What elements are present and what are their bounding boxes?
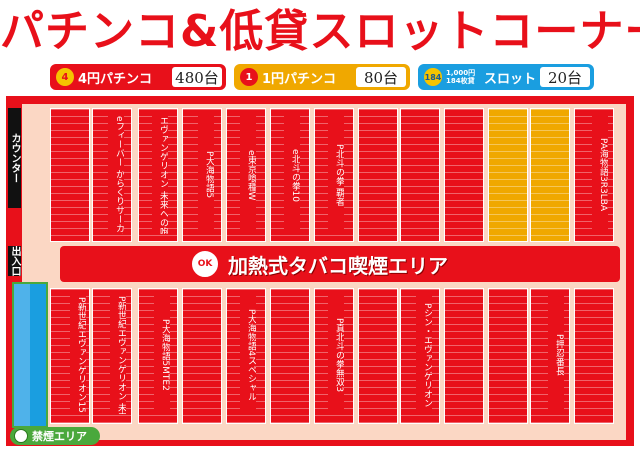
- machine-title: P新世紀エヴァンゲリオン 未来への咆哮: [110, 296, 126, 414]
- machine-title: P押忍番長: [548, 296, 564, 414]
- machine-title: P大海物語4スペシャル: [240, 296, 256, 414]
- exit-label: 出入口: [8, 246, 21, 276]
- smoking-area: OK 加熱式タバコ喫煙エリア: [190, 249, 480, 279]
- machine-title: P北斗の拳 覇者: [328, 116, 344, 234]
- machine-island-upper: [400, 108, 440, 242]
- no-smoking-icon: [14, 429, 28, 443]
- machine-title: eフィーバー からくりサーカス2R: [108, 116, 124, 234]
- no-smoking-area: 禁煙エリア: [10, 427, 100, 445]
- machine-title: P新世紀エヴァンゲリオン15: [70, 296, 86, 414]
- counter-label: カウンター: [8, 108, 21, 208]
- machine-island-lower: [488, 288, 528, 424]
- machine-title: Pシン・エヴァンゲリオン: [416, 296, 432, 414]
- legend-count: 480台: [172, 67, 222, 87]
- machine-island-upper: [50, 108, 90, 242]
- legend-count: 80台: [356, 67, 406, 87]
- machine-island-lower: [574, 288, 614, 424]
- machine-title: P大海物語5MTE2: [154, 296, 170, 414]
- legend-label: スロット: [484, 71, 537, 87]
- machine-title: e東京喰種W: [240, 116, 256, 234]
- 4yen-badge-icon: 4: [56, 68, 74, 86]
- machine-island-upper: [444, 108, 484, 242]
- 1yen-badge-icon: 1: [240, 68, 258, 86]
- smoking-area-band: [60, 246, 620, 282]
- machine-island-upper: [530, 108, 570, 242]
- machine-island-lower: [182, 288, 222, 424]
- machine-island-upper: [358, 108, 398, 242]
- smoking-area-label: 加熱式タバコ喫煙エリア: [228, 253, 448, 278]
- 184-badge-icon: 184: [424, 68, 442, 86]
- machine-title: PA海物語3R3LBA: [592, 116, 608, 234]
- machine-island-lower: [444, 288, 484, 424]
- legend-1yen-pachinko: 1 1円パチンコ 80台: [234, 64, 410, 90]
- legend-count: 20台: [540, 67, 590, 87]
- machine-title: e北斗の拳10: [284, 116, 300, 234]
- legend-4yen-pachinko: 4 4円パチンコ 480台: [50, 64, 226, 90]
- machine-title: P真北斗の拳無双3: [328, 296, 344, 414]
- ok-badge-icon: OK: [190, 249, 220, 279]
- page-title: パチンコ&低貸スロットコーナー: [0, 6, 640, 57]
- legend-small-label: 1,000円 184枚貸: [446, 69, 476, 85]
- machine-island-lower: [358, 288, 398, 424]
- legend-label: 4円パチンコ: [78, 71, 153, 87]
- no-smoking-label: 禁煙エリア: [32, 430, 87, 443]
- machine-island-lower: [270, 288, 310, 424]
- legend-label: 1円パチンコ: [262, 71, 337, 87]
- machine-title: P大海物語5: [198, 116, 214, 234]
- machine-title: エヴァンゲリオン 未来への咆哮: [152, 116, 168, 234]
- legend-slot: 184 1,000円 184枚貸 スロット 20台: [418, 64, 594, 90]
- machine-island-upper: [488, 108, 528, 242]
